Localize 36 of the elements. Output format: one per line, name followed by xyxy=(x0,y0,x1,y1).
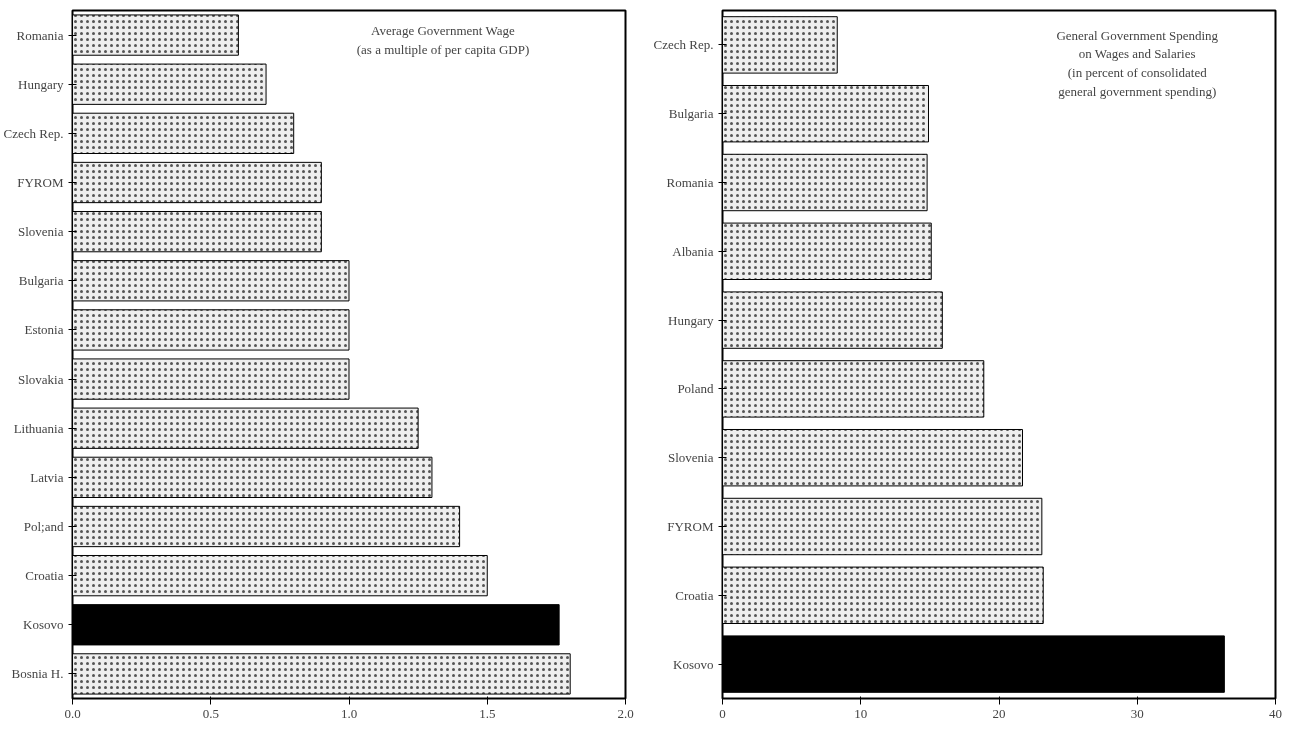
text: General Government Spending on Wages and Salaries (in percent of consolidated general government spending) xyxy=(1056,27,1219,99)
y-tick-label: Poland xyxy=(677,381,714,397)
y-tick-label: Kosovo xyxy=(673,656,714,672)
x-tick-label: 0.5 xyxy=(202,705,219,721)
y-tick-label: Bosnia H. xyxy=(11,666,64,682)
y-tick-label: Hungary xyxy=(18,76,64,92)
x-tick-label: 0.0 xyxy=(64,705,81,721)
x-tick-label: 2.0 xyxy=(617,705,634,721)
y-tick-label: Hungary xyxy=(668,312,714,328)
x-tick-label: 30 xyxy=(1130,705,1144,721)
y-tick-label: Lithuania xyxy=(13,420,64,436)
y-tick-label: Slovenia xyxy=(18,224,64,240)
y-tick-label: Slovenia xyxy=(668,450,714,466)
y-tick-label: Czech Rep. xyxy=(3,125,64,141)
y-tick-label: Kosovo xyxy=(23,617,64,633)
y-tick-label: Pol;and xyxy=(23,519,64,534)
y-tick-label: Slovakia xyxy=(18,371,64,387)
x-tick-label: 1.5 xyxy=(479,705,496,721)
x-tick-label: 20 xyxy=(992,705,1006,721)
y-tick-label: Croatia xyxy=(25,568,64,584)
x-tick-label: 0 xyxy=(719,705,726,721)
y-tick-label: Romania xyxy=(16,27,64,43)
y-tick-label: Albania xyxy=(672,243,714,259)
y-tick-label: Bulgaria xyxy=(18,273,64,289)
y-tick-label: Czech Rep. xyxy=(653,37,714,53)
x-tick-label: 40 xyxy=(1269,705,1282,721)
y-tick-label: Estonia xyxy=(24,322,64,338)
y-tick-label: Croatia xyxy=(675,587,714,603)
x-tick-label: 10 xyxy=(854,705,868,721)
text: Average Government Wage (as a multiple of per capita GDP) xyxy=(356,22,530,57)
y-tick-label: Romania xyxy=(666,175,714,190)
y-tick-label: Latvia xyxy=(30,469,64,485)
y-tick-label: FYROM xyxy=(667,519,714,534)
y-tick-label: Bulgaria xyxy=(668,106,714,122)
y-tick-label: FYROM xyxy=(17,175,64,190)
x-tick-label: 1.0 xyxy=(340,705,358,721)
